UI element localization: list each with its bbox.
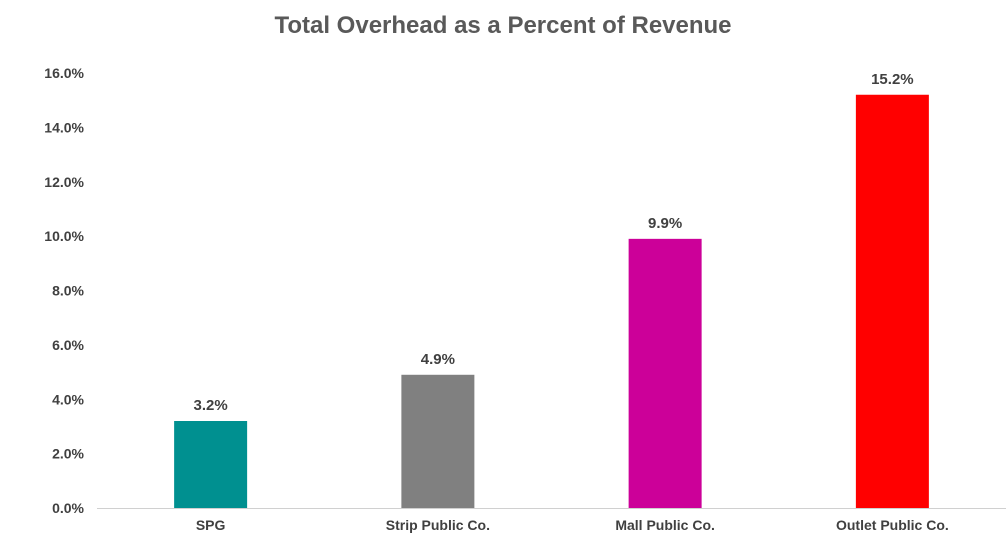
y-tick-label: 4.0% bbox=[52, 391, 84, 407]
y-tick-label: 0.0% bbox=[52, 500, 84, 516]
data-label: 4.9% bbox=[421, 351, 455, 368]
y-tick-label: 6.0% bbox=[52, 337, 84, 353]
bar bbox=[401, 374, 475, 508]
data-label: 3.2% bbox=[194, 397, 228, 414]
chart-title: Total Overhead as a Percent of Revenue bbox=[274, 12, 732, 39]
data-label: 15.2% bbox=[871, 71, 914, 88]
y-tick-label: 8.0% bbox=[52, 283, 84, 299]
y-tick-label: 16.0% bbox=[44, 65, 84, 81]
category-label: Outlet Public Co. bbox=[836, 517, 949, 533]
bar bbox=[855, 94, 929, 508]
y-tick-label: 10.0% bbox=[44, 228, 84, 244]
y-tick-label: 2.0% bbox=[52, 446, 84, 462]
y-tick-label: 14.0% bbox=[44, 119, 84, 135]
category-label: SPG bbox=[196, 517, 226, 533]
category-label: Mall Public Co. bbox=[615, 517, 715, 533]
data-label: 9.9% bbox=[648, 215, 682, 232]
y-tick-label: 12.0% bbox=[44, 174, 84, 190]
bar bbox=[174, 421, 248, 508]
category-label: Strip Public Co. bbox=[386, 517, 490, 533]
bar bbox=[628, 238, 702, 508]
